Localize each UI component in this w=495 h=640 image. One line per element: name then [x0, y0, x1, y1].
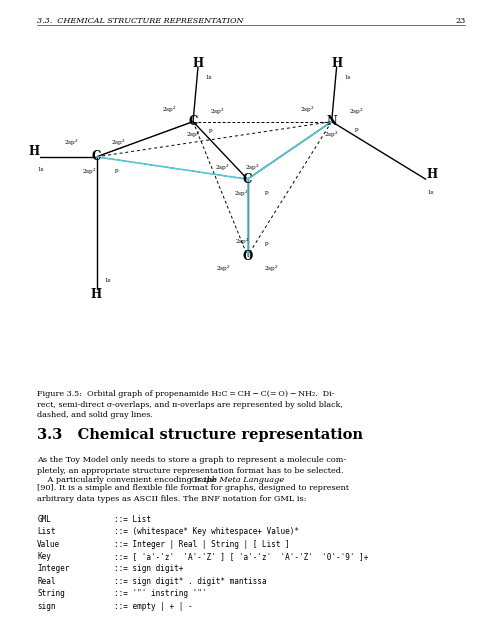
Text: Value: Value: [37, 540, 60, 548]
Text: 2sp$^2$: 2sp$^2$: [235, 237, 250, 247]
Text: As the Toy Model only needs to store a graph to represent a molecule com-
pletel: As the Toy Model only needs to store a g…: [37, 456, 346, 475]
Text: 23: 23: [455, 17, 465, 25]
Text: 1s: 1s: [427, 189, 434, 195]
Text: A particularly convenient encoding is the: A particularly convenient encoding is th…: [37, 476, 220, 484]
Text: 3.3   Chemical structure representation: 3.3 Chemical structure representation: [37, 428, 363, 442]
Text: ::= Integer | Real | String | [ List ]: ::= Integer | Real | String | [ List ]: [114, 540, 290, 548]
Text: p: p: [114, 168, 118, 173]
Text: ::= empty | + | -: ::= empty | + | -: [114, 602, 193, 611]
Text: 2sp$^2$: 2sp$^2$: [299, 104, 314, 115]
Text: 2sp$^2$: 2sp$^2$: [64, 138, 79, 148]
Text: 2sp$^2$: 2sp$^2$: [82, 167, 97, 177]
Text: ::= (whitespace* Key whitespace+ Value)*: ::= (whitespace* Key whitespace+ Value)*: [114, 527, 299, 536]
Text: 3.3.  CHEMICAL STRUCTURE REPRESENTATION: 3.3. CHEMICAL STRUCTURE REPRESENTATION: [37, 17, 244, 25]
Text: Figure 3.5:  Orbital graph of propenamide H₂C = CH − C(= O) − NH₂.  Di-
rect, se: Figure 3.5: Orbital graph of propenamide…: [37, 390, 343, 419]
Text: H: H: [91, 288, 102, 301]
Text: Integer: Integer: [37, 564, 69, 573]
Text: C: C: [189, 115, 198, 128]
Text: List: List: [37, 527, 55, 536]
Text: 2sp$^2$: 2sp$^2$: [186, 129, 200, 140]
Text: p: p: [208, 128, 212, 133]
Text: N: N: [326, 115, 337, 128]
Text: O: O: [243, 250, 252, 262]
Text: ::= '"' instring '"': ::= '"' instring '"': [114, 589, 206, 598]
Text: 1s: 1s: [37, 167, 44, 172]
Text: String: String: [37, 589, 65, 598]
Text: 2sp$^2$: 2sp$^2$: [234, 189, 249, 199]
Text: Graph Meta Language: Graph Meta Language: [191, 476, 284, 484]
Text: [90]. It is a simple and flexible file format for graphs, designed to represent
: [90]. It is a simple and flexible file f…: [37, 484, 349, 503]
Text: 2sp$^2$: 2sp$^2$: [216, 264, 231, 274]
Text: GML: GML: [37, 515, 51, 524]
Text: 2sp$^2$: 2sp$^2$: [264, 264, 279, 274]
Text: H: H: [28, 145, 39, 158]
Text: 2sp$^2$: 2sp$^2$: [324, 129, 339, 140]
Text: Key: Key: [37, 552, 51, 561]
Text: 2sp$^2$: 2sp$^2$: [245, 163, 260, 173]
Text: p: p: [354, 127, 358, 132]
Text: ::= sign digit* . digit* mantissa: ::= sign digit* . digit* mantissa: [114, 577, 266, 586]
Text: 2sp$^2$: 2sp$^2$: [162, 104, 177, 115]
Text: C: C: [243, 173, 252, 186]
Text: 2sp$^2$: 2sp$^2$: [215, 163, 230, 173]
Text: 1s: 1s: [205, 75, 212, 80]
Text: H: H: [426, 168, 437, 180]
Text: sign: sign: [37, 602, 55, 611]
Text: 2sp$^2$: 2sp$^2$: [210, 106, 225, 116]
Text: H: H: [331, 57, 342, 70]
Text: p: p: [264, 241, 268, 246]
Text: C: C: [92, 150, 101, 163]
Text: ::= [ 'a'-'z'  'A'-'Z' ] [ 'a'-'z'  'A'-'Z'  '0'-'9' ]+: ::= [ 'a'-'z' 'A'-'Z' ] [ 'a'-'z' 'A'-'Z…: [114, 552, 368, 561]
Text: 2sp$^2$: 2sp$^2$: [111, 138, 126, 148]
Text: 1s: 1s: [344, 75, 351, 80]
Text: Real: Real: [37, 577, 55, 586]
Text: 1s: 1s: [104, 278, 111, 283]
Text: p: p: [264, 190, 268, 195]
Text: H: H: [193, 57, 203, 70]
Text: ::= List: ::= List: [114, 515, 151, 524]
Text: ::= sign digit+: ::= sign digit+: [114, 564, 183, 573]
Text: 2sp$^2$: 2sp$^2$: [349, 106, 364, 116]
